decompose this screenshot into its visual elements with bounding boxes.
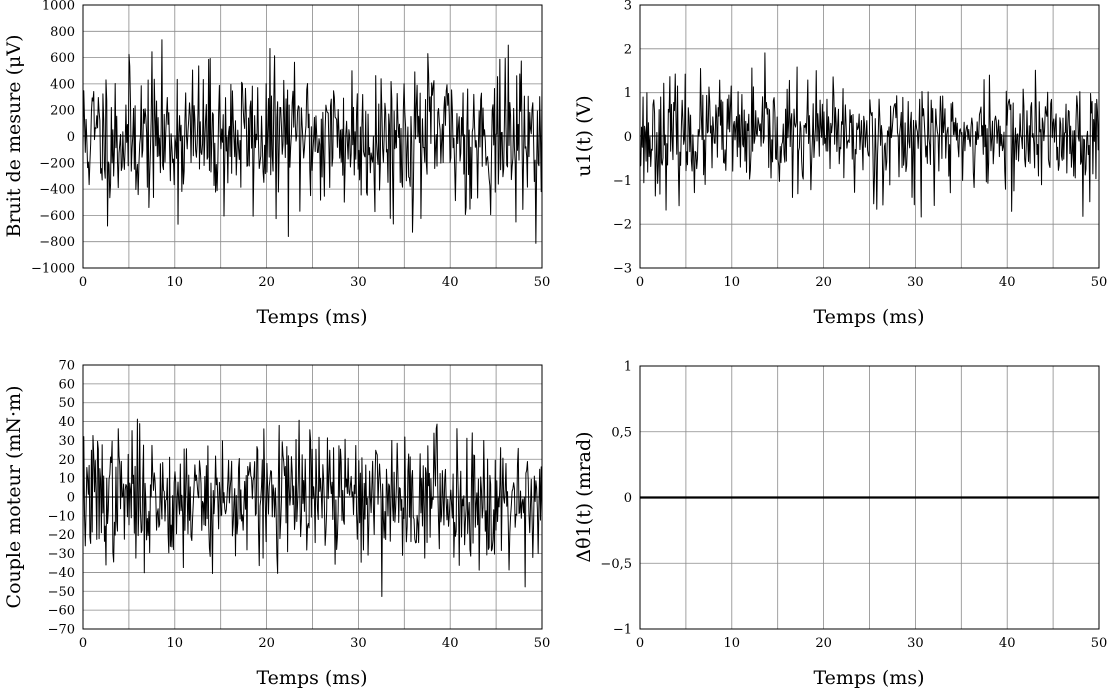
x-tick-label: 50 xyxy=(1091,275,1108,290)
x-tick-label: 20 xyxy=(258,275,275,290)
y-axis-label: Bruit de mesure (μV) xyxy=(3,35,25,238)
y-tick-label: 60 xyxy=(58,377,75,392)
y-tick-label: 3 xyxy=(624,0,632,14)
y-tick-label: −2 xyxy=(613,218,632,233)
series-trace xyxy=(639,52,1100,218)
y-axis-label: u1(t) (V) xyxy=(573,95,595,176)
x-tick-label: 10 xyxy=(724,275,741,290)
y-ticks: 70 60 50 40 30 20 10 0 −10 −20 −30 −40 −50 −60 −70 xyxy=(48,359,75,638)
x-tick-label: 50 xyxy=(1091,636,1108,651)
x-tick-label: 10 xyxy=(167,636,184,651)
y-tick-label: 400 xyxy=(50,77,75,92)
y-tick-label: −400 xyxy=(39,183,75,198)
x-tick-label: 40 xyxy=(442,275,459,290)
y-axis-label: Couple moteur (mN·m) xyxy=(3,386,25,609)
y-tick-label: 200 xyxy=(50,104,75,119)
y-tick-label: −30 xyxy=(48,547,75,562)
panel-torque: 70 60 50 40 30 20 10 0 −10 −20 −30 −40 −50 −60 −70 0 10… xyxy=(3,359,550,690)
x-tick-label: 0 xyxy=(636,275,644,290)
y-ticks: 3 2 1 0 −1 −2 −3 xyxy=(613,0,632,277)
series-trace xyxy=(82,39,543,244)
series-trace xyxy=(82,418,543,597)
y-tick-label: −3 xyxy=(613,262,632,277)
y-ticks: 1000 800 600 400 200 0 −200 −400 −600 −800 −1000 xyxy=(31,0,75,277)
y-tick-label: −200 xyxy=(39,156,75,171)
y-tick-label: 1 xyxy=(624,86,632,101)
x-axis-label: Temps (ms) xyxy=(813,306,924,328)
y-tick-label: 800 xyxy=(50,25,75,40)
y-tick-label: −70 xyxy=(48,623,75,638)
x-axis-label: Temps (ms) xyxy=(813,667,924,689)
y-ticks: 1 0,5 0 −0,5 −1 xyxy=(600,360,632,638)
x-ticks: 0 10 20 30 40 50 xyxy=(636,636,1107,651)
y-tick-label: 0 xyxy=(624,491,632,506)
plot-frame xyxy=(639,4,1100,269)
x-tick-label: 30 xyxy=(350,636,367,651)
x-ticks: 0 10 20 30 40 50 xyxy=(79,636,550,651)
x-tick-label: 20 xyxy=(258,636,275,651)
x-tick-label: 50 xyxy=(534,636,551,651)
grid xyxy=(83,365,542,629)
y-tick-label: 0 xyxy=(624,130,632,145)
y-tick-label: 0 xyxy=(67,130,75,145)
y-tick-label: 10 xyxy=(58,472,75,487)
y-tick-label: 0,5 xyxy=(611,425,632,440)
x-tick-label: 30 xyxy=(350,275,367,290)
x-ticks: 0 10 20 30 40 50 xyxy=(636,275,1107,290)
panel-delta-theta: 1 0,5 0 −0,5 −1 0 10 20 30 40 50 Temps (ms) Δθ1(t… xyxy=(573,360,1107,690)
y-tick-label: −60 xyxy=(48,604,75,619)
y-tick-label: −40 xyxy=(48,566,75,581)
y-tick-label: −0,5 xyxy=(600,557,632,572)
y-tick-label: −1 xyxy=(613,623,632,638)
x-tick-label: 30 xyxy=(907,275,924,290)
y-tick-label: 0 xyxy=(67,491,75,506)
y-tick-label: 600 xyxy=(50,51,75,66)
y-tick-label: −800 xyxy=(39,235,75,250)
y-axis-label: Δθ1(t) (mrad) xyxy=(573,431,595,562)
y-tick-label: 20 xyxy=(58,453,75,468)
x-axis-label: Temps (ms) xyxy=(256,667,367,689)
x-tick-label: 20 xyxy=(815,275,832,290)
x-ticks: 0 10 20 30 40 50 xyxy=(79,275,550,290)
y-tick-label: −600 xyxy=(39,209,75,224)
y-tick-label: 30 xyxy=(58,434,75,449)
x-axis-label: Temps (ms) xyxy=(256,306,367,328)
x-tick-label: 40 xyxy=(442,636,459,651)
y-tick-label: 2 xyxy=(624,42,632,57)
x-tick-label: 50 xyxy=(534,275,551,290)
y-tick-label: −10 xyxy=(48,509,75,524)
x-tick-label: 10 xyxy=(167,275,184,290)
plot-frame xyxy=(82,4,543,269)
plot-frame xyxy=(639,365,1100,630)
x-tick-label: 20 xyxy=(815,636,832,651)
y-tick-label: 1000 xyxy=(42,0,75,14)
x-tick-label: 0 xyxy=(79,636,87,651)
x-tick-label: 0 xyxy=(79,275,87,290)
x-tick-label: 0 xyxy=(636,636,644,651)
y-tick-label: 1 xyxy=(624,360,632,375)
y-tick-label: −50 xyxy=(48,585,75,600)
y-tick-label: −20 xyxy=(48,528,75,543)
grid xyxy=(640,366,1099,629)
y-tick-label: 50 xyxy=(58,396,75,411)
y-tick-label: −1000 xyxy=(31,262,75,277)
y-tick-label: −1 xyxy=(613,174,632,189)
x-tick-label: 40 xyxy=(999,636,1016,651)
x-tick-label: 10 xyxy=(724,636,741,651)
y-tick-label: 40 xyxy=(58,415,75,430)
plot-frame xyxy=(82,364,543,630)
x-tick-label: 30 xyxy=(907,636,924,651)
x-tick-label: 40 xyxy=(999,275,1016,290)
y-tick-label: 70 xyxy=(58,359,75,374)
